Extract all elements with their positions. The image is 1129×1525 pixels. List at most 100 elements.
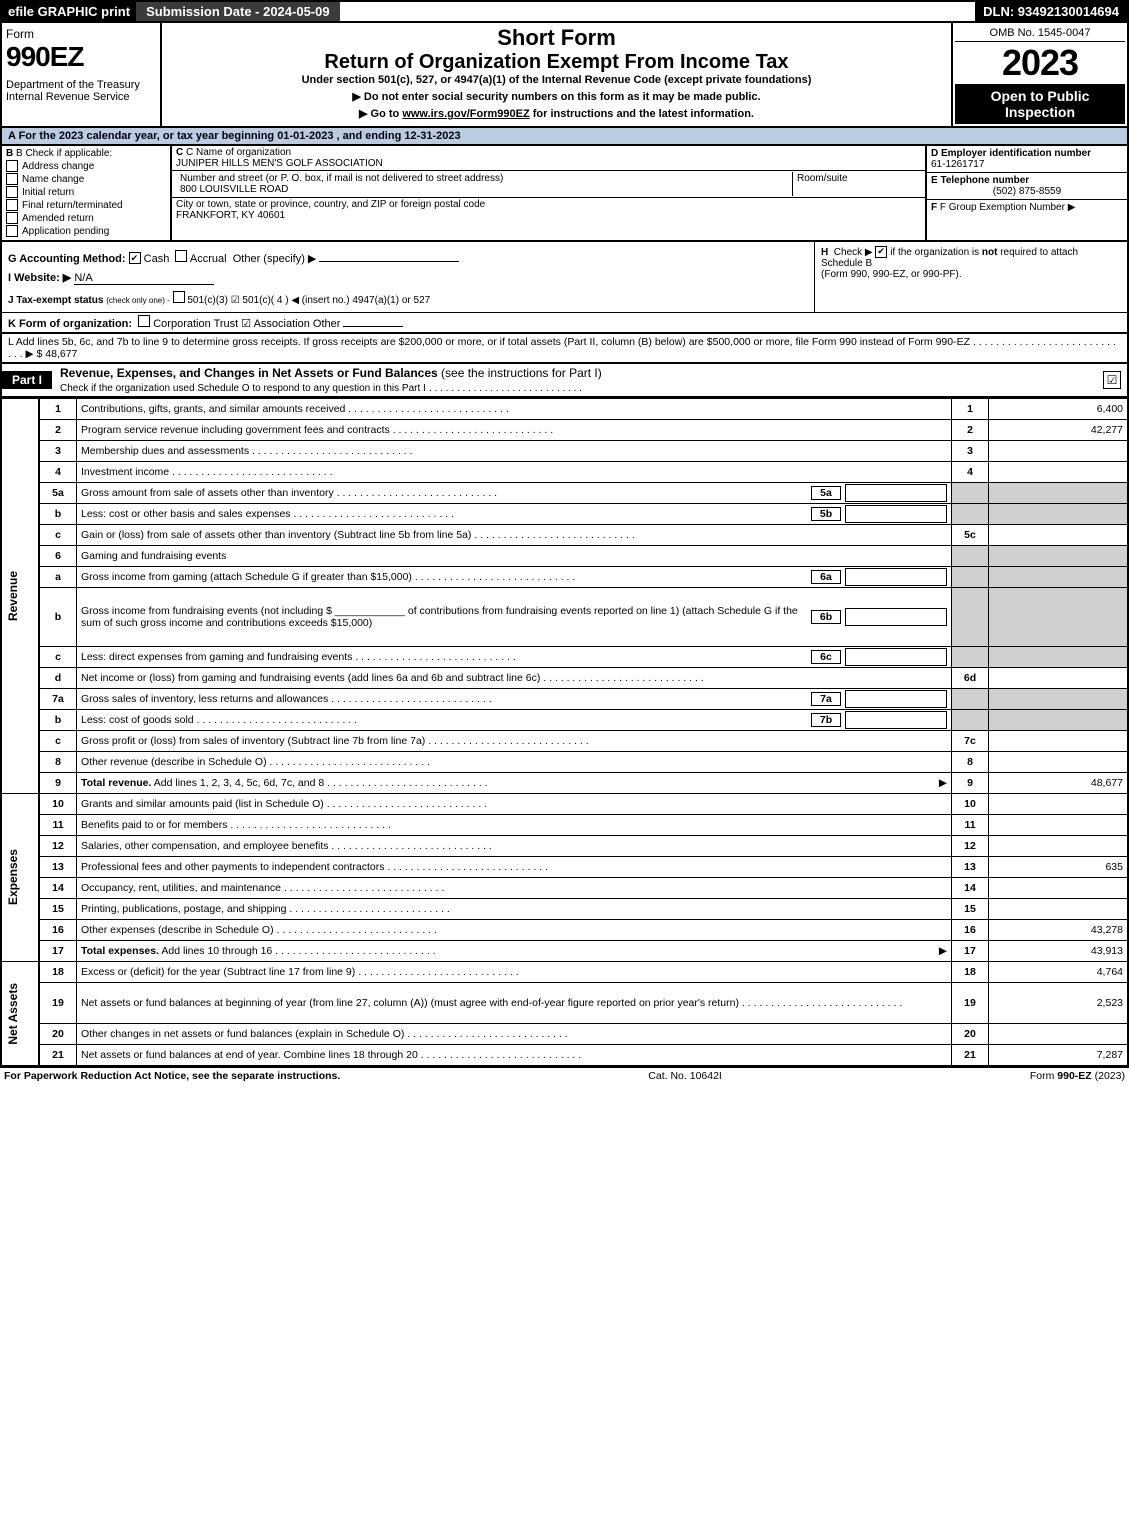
l-text: L Add lines 5b, 6c, and 7b to line 9 to …: [8, 336, 970, 348]
e-label: E Telephone number: [931, 175, 1123, 186]
title-short-form: Short Form: [168, 25, 945, 51]
omb-number: OMB No. 1545-0047: [955, 25, 1125, 42]
line-desc: Gain or (loss) from sale of assets other…: [77, 525, 952, 546]
footer-right-form: 990-EZ: [1057, 1070, 1091, 1082]
bullet-1: ▶ Do not enter social security numbers o…: [168, 90, 945, 103]
chk-lbl: Application pending: [22, 226, 109, 237]
sub-box-num: 7a: [811, 692, 841, 706]
line-box: 10: [952, 794, 989, 815]
line-desc: Gross income from fundraising events (no…: [77, 588, 952, 647]
table-row: 14Occupancy, rent, utilities, and mainte…: [1, 878, 1128, 899]
j-opts: 501(c)(3) ☑ 501(c)( 4 ) ◀ (insert no.) 4…: [187, 295, 430, 306]
irs-link[interactable]: www.irs.gov/Form990EZ: [402, 108, 529, 120]
footer-right: Form 990-EZ (2023): [1030, 1070, 1125, 1082]
line-amount: 43,278: [989, 920, 1129, 941]
dots: [429, 383, 582, 394]
efile-label[interactable]: efile GRAPHIC print: [2, 2, 136, 21]
line-amount: [989, 1024, 1129, 1045]
shaded-cell: [989, 710, 1129, 731]
footer-left: For Paperwork Reduction Act Notice, see …: [4, 1070, 340, 1082]
line-number: a: [39, 567, 77, 588]
table-row: 17Total expenses. Add lines 10 through 1…: [1, 941, 1128, 962]
chk-address-change[interactable]: Address change: [6, 160, 166, 172]
header-center: Short Form Return of Organization Exempt…: [162, 23, 951, 126]
chk-lbl: Initial return: [22, 187, 74, 198]
line-desc: Gross sales of inventory, less returns a…: [77, 689, 952, 710]
line-desc: Less: direct expenses from gaming and fu…: [77, 647, 952, 668]
table-row: c Less: direct expenses from gaming and …: [1, 647, 1128, 668]
shaded-cell: [989, 588, 1129, 647]
org-name: JUNIPER HILLS MEN'S GOLF ASSOCIATION: [176, 158, 921, 169]
line-box: 13: [952, 857, 989, 878]
sub-box-num: 7b: [811, 713, 841, 727]
chk-final-return[interactable]: Final return/terminated: [6, 199, 166, 211]
line-box: 1: [952, 399, 989, 420]
line-l: L Add lines 5b, 6c, and 7b to line 9 to …: [0, 334, 1129, 364]
table-row: Expenses10Grants and similar amounts pai…: [1, 794, 1128, 815]
line-number: 20: [39, 1024, 77, 1045]
line-g: G Accounting Method: Cash Accrual Other …: [8, 250, 808, 265]
chk-501c3[interactable]: [173, 291, 185, 303]
chk-initial-return[interactable]: Initial return: [6, 186, 166, 198]
box-def: D Employer identification number 61-1261…: [925, 146, 1127, 240]
sub-box-amt: [845, 690, 947, 708]
g-other-input[interactable]: [319, 261, 459, 262]
line-desc: Other revenue (describe in Schedule O): [77, 752, 952, 773]
line-number: 19: [39, 983, 77, 1024]
line-desc: Other changes in net assets or fund bala…: [77, 1024, 952, 1045]
chk-h[interactable]: [875, 246, 887, 258]
line-number: 3: [39, 441, 77, 462]
line-number: 11: [39, 815, 77, 836]
shaded-cell: [989, 689, 1129, 710]
chk-lbl: Address change: [22, 161, 94, 172]
sub-box-amt: [845, 711, 947, 729]
line-h: H Check ▶ if the organization is not req…: [814, 242, 1127, 312]
line-number: 14: [39, 878, 77, 899]
line-box: 9: [952, 773, 989, 794]
top-bar: efile GRAPHIC print Submission Date - 20…: [0, 0, 1129, 23]
table-row: 11Benefits paid to or for members 11: [1, 815, 1128, 836]
line-number: 21: [39, 1045, 77, 1067]
line-amount: 48,677: [989, 773, 1129, 794]
footer: For Paperwork Reduction Act Notice, see …: [0, 1067, 1129, 1084]
sub-box-amt: [845, 484, 947, 502]
line-number: c: [39, 647, 77, 668]
l-amt-lbl: ▶ $: [26, 348, 43, 360]
header-right: OMB No. 1545-0047 2023 Open to Public In…: [951, 23, 1127, 126]
section-bcdef: B B Check if applicable: Address change …: [0, 146, 1129, 242]
line-amount: [989, 441, 1129, 462]
tax-year: 2023: [955, 42, 1125, 84]
line-number: 9: [39, 773, 77, 794]
city-val: FRANKFORT, KY 40601: [176, 210, 921, 221]
line-number: 8: [39, 752, 77, 773]
table-row: dNet income or (loss) from gaming and fu…: [1, 668, 1128, 689]
g-cash: Cash: [144, 253, 170, 265]
line-desc: Other expenses (describe in Schedule O): [77, 920, 952, 941]
chk-accrual[interactable]: [175, 250, 187, 262]
line-box: 15: [952, 899, 989, 920]
box-c-label: C C Name of organization: [176, 147, 921, 158]
part-i-note: (see the instructions for Part I): [441, 366, 602, 380]
line-desc: Membership dues and assessments: [77, 441, 952, 462]
table-row: 4Investment income 4: [1, 462, 1128, 483]
line-amount: [989, 878, 1129, 899]
line-desc: Salaries, other compensation, and employ…: [77, 836, 952, 857]
h-text2: if the organization is: [890, 247, 982, 258]
line-amount: 4,764: [989, 962, 1129, 983]
chk-corp[interactable]: [138, 315, 150, 327]
line-desc: Net assets or fund balances at end of ye…: [77, 1045, 952, 1067]
line-desc: Gross profit or (loss) from sales of inv…: [77, 731, 952, 752]
chk-cash[interactable]: [129, 252, 141, 264]
line-amount: [989, 815, 1129, 836]
chk-amended-return[interactable]: Amended return: [6, 212, 166, 224]
part-i-checkbox[interactable]: ☑: [1103, 371, 1121, 389]
chk-lbl: Final return/terminated: [22, 200, 123, 211]
line-amount: 42,277: [989, 420, 1129, 441]
box-b-label-text: B Check if applicable:: [16, 148, 112, 159]
chk-name-change[interactable]: Name change: [6, 173, 166, 185]
part-i-title: Revenue, Expenses, and Changes in Net As…: [52, 364, 1097, 396]
chk-application-pending[interactable]: Application pending: [6, 225, 166, 237]
sub-box-num: 6b: [811, 610, 841, 624]
line-box: 14: [952, 878, 989, 899]
k-other-input[interactable]: [343, 326, 403, 327]
